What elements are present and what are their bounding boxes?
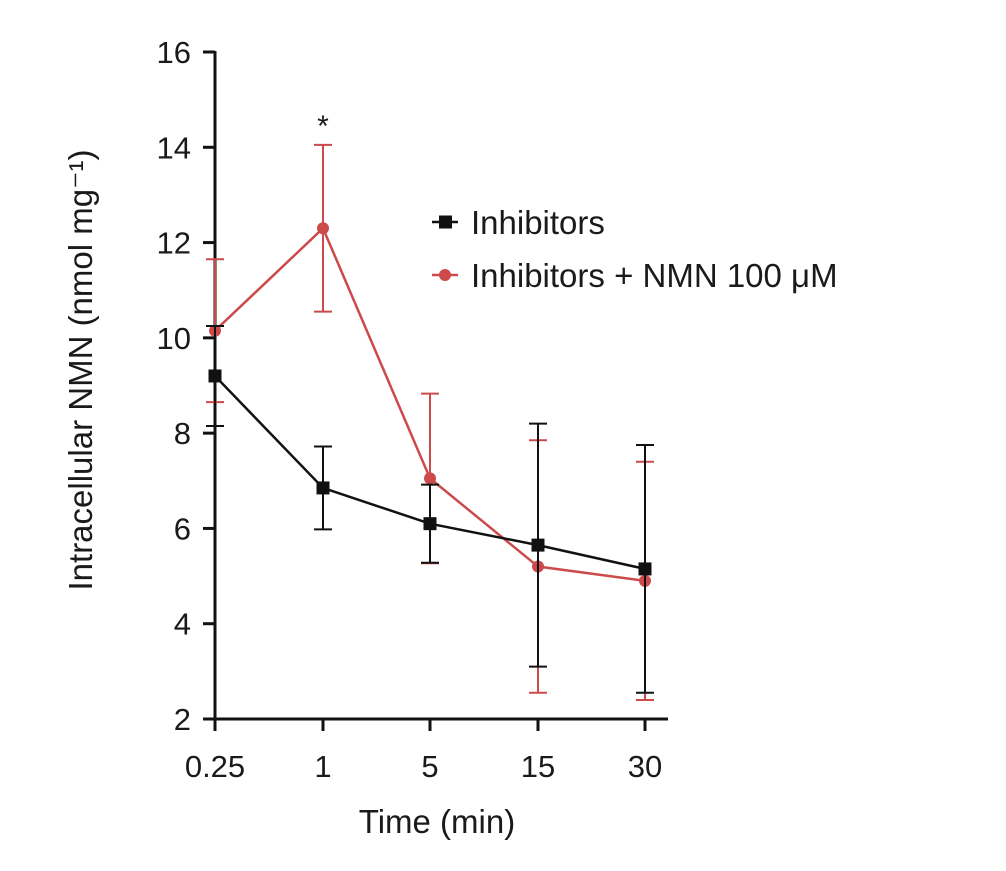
y-axis-title: Intracellular NMN (nmol mg⁻¹) — [62, 150, 99, 591]
x-tick-label: 30 — [628, 749, 662, 784]
plot-area — [206, 143, 654, 701]
x-tick-label: 15 — [521, 749, 555, 784]
data-point — [317, 222, 329, 235]
y-tick-label: 6 — [174, 511, 191, 546]
legend-label: Inhibitors — [471, 204, 605, 241]
y-tick-label: 12 — [157, 226, 191, 261]
x-axis-title: Time (min) — [359, 803, 515, 840]
data-point — [316, 481, 330, 495]
legend: Inhibitors Inhibitors + NMN 100 μM — [432, 204, 838, 294]
legend-marker — [439, 215, 452, 229]
y-tick-label: 2 — [174, 702, 191, 737]
series-inhibitors — [206, 324, 654, 694]
data-point — [531, 538, 545, 552]
legend-marker — [439, 269, 451, 281]
data-point — [638, 562, 652, 576]
legend-item: Inhibitors + NMN 100 μM — [432, 257, 838, 294]
y-tick-label: 14 — [157, 130, 191, 165]
data-point — [424, 472, 436, 485]
y-tick-label: 16 — [157, 35, 191, 70]
significance-marker: * — [317, 110, 329, 143]
x-tick-label: 1 — [314, 749, 331, 784]
legend-item: Inhibitors — [432, 204, 605, 241]
data-point — [208, 369, 222, 383]
legend-label: Inhibitors + NMN 100 μM — [471, 257, 838, 294]
x-tick-label: 0.25 — [185, 749, 245, 784]
y-tick-label: 4 — [174, 607, 191, 642]
y-ticks: 2 4 6 8 10 12 14 16 — [157, 35, 215, 737]
x-ticks: 0.25 1 5 15 30 — [185, 719, 662, 784]
y-tick-label: 8 — [174, 416, 191, 451]
y-tick-label: 10 — [157, 321, 191, 356]
x-tick-label: 5 — [421, 749, 438, 784]
data-point — [423, 517, 437, 531]
annotations: * — [317, 110, 329, 143]
